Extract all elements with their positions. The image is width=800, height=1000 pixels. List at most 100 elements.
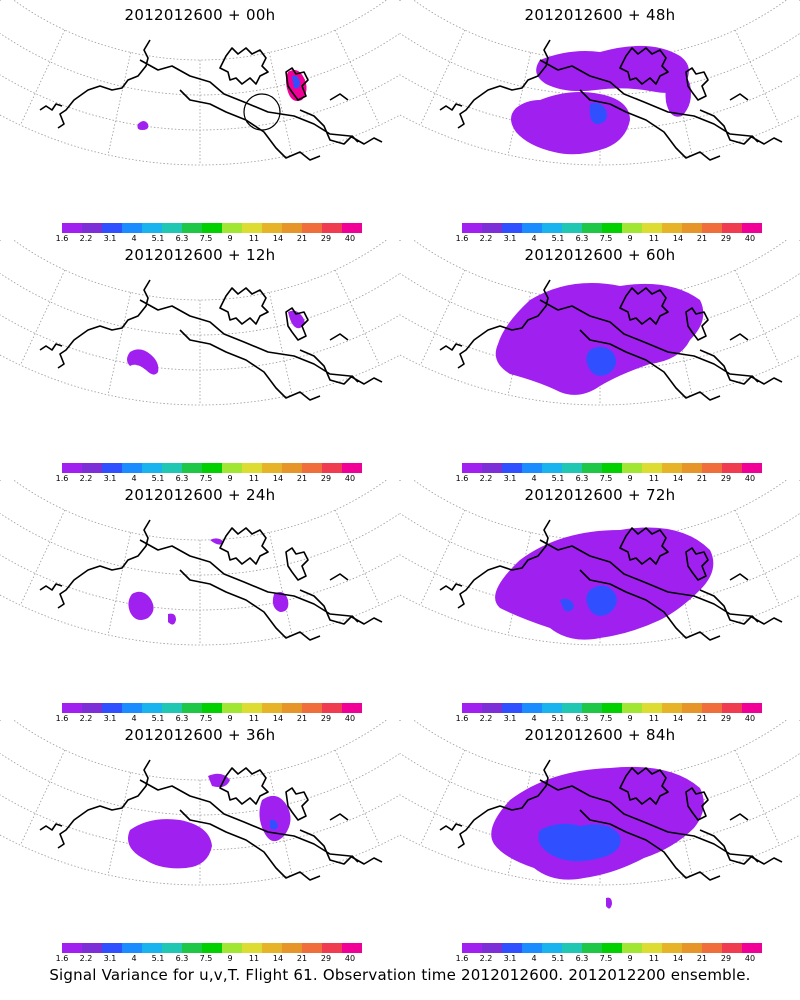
colorbar-label: 4 xyxy=(131,474,137,483)
colorbar-label: 2.2 xyxy=(79,714,93,723)
colorbar-label: 5.1 xyxy=(151,234,165,243)
colorbar-swatch xyxy=(142,943,162,953)
colorbar-swatch xyxy=(202,703,222,713)
colorbar-swatch xyxy=(562,463,582,473)
colorbar-swatch xyxy=(702,943,722,953)
colorbar-swatch xyxy=(562,223,582,233)
colorbar-swatch xyxy=(482,463,502,473)
colorbar-label: 2.2 xyxy=(479,234,493,243)
colorbar-swatch xyxy=(462,223,482,233)
longitude-line xyxy=(334,29,380,126)
colorbar-label: 21 xyxy=(296,954,308,963)
colorbar-swatch xyxy=(642,223,662,233)
colorbar-label: 4 xyxy=(531,234,537,243)
colorbar xyxy=(62,703,362,713)
colorbar-swatch xyxy=(342,223,362,233)
longitude-line xyxy=(268,292,293,396)
colorbar-swatch xyxy=(82,223,102,233)
latitude-line xyxy=(0,272,400,336)
colorbar-labels: 1.6 2.2 3.1 4 5.1 6.3 7.5 9 11 14 21 29 40 xyxy=(456,954,762,964)
colorbar xyxy=(62,463,362,473)
longitude-line xyxy=(20,509,66,606)
colorbar-label: 3.1 xyxy=(103,954,117,963)
colorbar-swatch xyxy=(622,703,642,713)
colorbar xyxy=(62,943,362,953)
colorbar-label: 1.6 xyxy=(55,474,69,483)
coastline xyxy=(439,39,783,161)
colorbar-label: 3.1 xyxy=(503,954,517,963)
longitude-line xyxy=(420,29,466,126)
longitude-line xyxy=(507,52,532,156)
colorbar-label: 1.6 xyxy=(455,474,469,483)
colorbar-label: 11 xyxy=(648,714,660,723)
colorbar-swatch xyxy=(482,223,502,233)
graticule xyxy=(0,240,400,406)
colorbar-label: 4 xyxy=(531,714,537,723)
colorbar-label: 21 xyxy=(296,714,308,723)
longitude-line xyxy=(420,509,466,606)
colorbar-swatch xyxy=(302,703,322,713)
colorbar-label: 14 xyxy=(672,954,684,963)
colorbar-label: 4 xyxy=(531,954,537,963)
colorbar-swatch xyxy=(122,703,142,713)
colorbar-swatch xyxy=(302,943,322,953)
latitude-line xyxy=(0,314,400,371)
colorbar-label: 2.2 xyxy=(79,474,93,483)
latitude-line xyxy=(12,720,388,781)
colorbar-swatch xyxy=(142,223,162,233)
colorbar-swatch xyxy=(682,223,702,233)
colorbar-swatch xyxy=(282,943,302,953)
map-panel-72h: 2012012600 + 72h 1.6 2.2 3.1 4 5.1 6.3 7.5 9 11 14… xyxy=(400,480,800,723)
figure-caption: Signal Variance for u,v,T. Flight 61. Ob… xyxy=(49,966,751,984)
map-panel-60h: 2012012600 + 60h 1.6 2.2 3.1 4 5.1 6.3 7.5 9 11 14… xyxy=(400,240,800,483)
colorbar-label: 7.5 xyxy=(599,954,613,963)
colorbar-swatch xyxy=(542,703,562,713)
colorbar-label: 4 xyxy=(531,474,537,483)
variance-area xyxy=(259,795,291,842)
colorbar-swatch xyxy=(122,463,142,473)
colorbar-label: 1.6 xyxy=(455,714,469,723)
latitude-line xyxy=(0,74,400,131)
panel-title: 2012012600 + 84h xyxy=(524,726,676,744)
colorbar-label: 1.6 xyxy=(55,234,69,243)
colorbar-label: 6.3 xyxy=(175,474,189,483)
colorbar-swatch xyxy=(702,463,722,473)
colorbar-label: 21 xyxy=(296,474,308,483)
latitude-line xyxy=(0,554,400,611)
colorbar-label: 7.5 xyxy=(199,714,213,723)
colorbar-swatch xyxy=(662,703,682,713)
colorbar-swatch xyxy=(502,223,522,233)
colorbar-label: 9 xyxy=(627,954,633,963)
colorbar-swatch xyxy=(162,463,182,473)
colorbar-swatch xyxy=(502,463,522,473)
colorbar-swatch xyxy=(722,943,742,953)
map-panel-12h: 2012012600 + 12h 1.6 2.2 3.1 4 5.1 6.3 7.5 9 11 14… xyxy=(0,240,400,483)
longitude-line xyxy=(400,480,401,482)
colorbar-label: 14 xyxy=(672,234,684,243)
colorbar-label: 5.1 xyxy=(551,474,565,483)
colorbar-label: 14 xyxy=(672,474,684,483)
colorbar-swatch xyxy=(262,943,282,953)
colorbar-swatch xyxy=(462,463,482,473)
colorbar-label: 7.5 xyxy=(599,234,613,243)
colorbar-swatch xyxy=(742,223,762,233)
colorbar-swatch xyxy=(642,943,662,953)
colorbar-swatch xyxy=(62,943,82,953)
map-panel-48h: 2012012600 + 48h 1.6 2.2 3.1 4 5.1 6.3 7.5 9 11 14… xyxy=(400,0,800,243)
colorbar-swatch xyxy=(562,943,582,953)
colorbar-label: 5.1 xyxy=(551,714,565,723)
colorbar-swatch xyxy=(622,223,642,233)
colorbar-swatch xyxy=(182,703,202,713)
longitude-line xyxy=(400,0,401,2)
colorbar-label: 9 xyxy=(627,474,633,483)
colorbar-swatch xyxy=(462,703,482,713)
panel-title: 2012012600 + 12h xyxy=(124,246,276,264)
colorbar-swatch xyxy=(722,703,742,713)
longitude-line xyxy=(107,292,132,396)
latitude-line xyxy=(12,480,388,541)
colorbar-swatch xyxy=(302,223,322,233)
longitude-line xyxy=(334,509,380,606)
graticule xyxy=(0,480,400,646)
colorbar-label: 9 xyxy=(227,954,233,963)
colorbar-swatch xyxy=(82,703,102,713)
